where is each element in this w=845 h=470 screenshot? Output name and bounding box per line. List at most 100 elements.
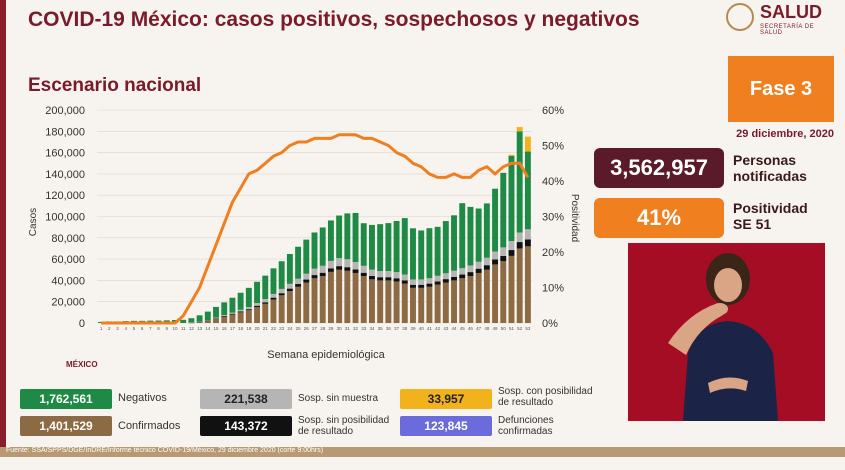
bar-segment (213, 318, 219, 323)
x-tick-label: 47 (476, 326, 482, 331)
bar-segment (410, 279, 416, 285)
bar-segment (524, 239, 531, 247)
bar-segment (401, 283, 408, 323)
bar-segment (475, 261, 482, 269)
bar-segment (500, 172, 507, 248)
bar-segment (492, 259, 499, 265)
bar-segment (385, 277, 392, 281)
x-tick-label: 45 (460, 326, 466, 331)
bar-segment (516, 131, 523, 233)
bar-segment (500, 261, 507, 323)
x-tick-label: 51 (509, 326, 515, 331)
x-tick-label: 23 (279, 326, 285, 331)
legend-negativos-label: Negativos (118, 392, 167, 404)
bar-segment (254, 307, 261, 323)
bar-segment (418, 284, 425, 288)
legend-sin-posibilidad-line1: Sosp. sin posibilidad (298, 415, 390, 426)
bar-segment (459, 274, 466, 279)
x-tick-label: 12 (189, 326, 195, 331)
bar-segment (434, 281, 441, 285)
bar-segment (360, 272, 367, 277)
bar-segment (467, 265, 474, 273)
phase-badge: Fase 3 (728, 56, 834, 122)
bar-segment (483, 269, 490, 323)
bar-segment (508, 154, 515, 156)
x-tick-label: 41 (427, 326, 433, 331)
legend-defunciones-value: 123,845 (400, 416, 492, 436)
x-tick-label: 3 (116, 326, 119, 331)
bar-segment (360, 276, 367, 323)
bar-segment (451, 270, 457, 277)
legend-con-posibilidad-line2: de resultado (498, 397, 554, 408)
bar-segment (393, 281, 400, 323)
bar-segment (295, 286, 302, 323)
bar-segment (442, 282, 449, 323)
bar-segment (336, 215, 343, 259)
y-tick-label: 120,000 (45, 190, 85, 202)
bar-segment (229, 297, 236, 313)
bar-segment (336, 269, 343, 323)
bar-segment (368, 276, 375, 280)
bar-segment (270, 299, 277, 323)
bar-segment (467, 206, 474, 266)
bar-segment (295, 284, 302, 287)
x-tick-label: 53 (525, 326, 531, 331)
bar-segment (278, 295, 285, 323)
bar-segment (221, 316, 228, 323)
legend-defunciones-label: Defunciones confirmadas (498, 415, 554, 437)
y2-tick-label: 40% (542, 176, 564, 188)
x-tick-label: 46 (468, 326, 474, 331)
bar-segment (451, 215, 457, 271)
bar-segment (245, 310, 252, 323)
bar-segment (508, 250, 515, 256)
bar-segment (237, 312, 244, 323)
bar-segment (459, 203, 466, 269)
y-tick-label: 100,000 (45, 212, 85, 224)
bar-segment (377, 277, 384, 281)
bar-segment (336, 266, 343, 270)
bar-segment (327, 271, 334, 323)
y-tick-label: 0 (79, 318, 85, 330)
bar-segment (303, 282, 310, 323)
bar-segment (278, 288, 285, 294)
bar-segment (524, 246, 531, 323)
bar-segment (196, 322, 203, 323)
x-tick-label: 52 (517, 326, 523, 331)
bar-segment (426, 228, 433, 279)
bar-segment (336, 258, 343, 267)
notified-label-line1: Personas (733, 152, 797, 168)
y-tick-label: 80,000 (51, 233, 85, 245)
bar-segment (237, 309, 244, 312)
bar-segment (393, 220, 400, 273)
bar-segment (401, 274, 408, 281)
x-tick-label: 33 (361, 326, 367, 331)
bar-segment (319, 276, 326, 323)
report-date: 29 diciembre, 2020 (736, 128, 834, 140)
bar-segment (344, 267, 351, 271)
bar-segment (213, 306, 219, 318)
y2-tick-label: 30% (542, 212, 564, 224)
bar-segment (368, 279, 375, 323)
bar-segment (524, 229, 531, 240)
bar-segment (426, 278, 433, 284)
bar-segment (434, 284, 441, 323)
x-tick-label: 4 (124, 326, 127, 331)
bar-segment (188, 318, 195, 323)
bar-segment (360, 223, 367, 266)
bar-segment (352, 272, 359, 323)
x-tick-label: 44 (452, 326, 458, 331)
page-subtitle: Escenario nacional (28, 75, 202, 96)
bar-segment (508, 155, 515, 241)
bar-segment (262, 275, 269, 300)
bar-segment (196, 321, 203, 323)
x-tick-label: 19 (246, 326, 252, 331)
mexico-label: MÉXICO (66, 360, 98, 369)
y2-tick-label: 0% (542, 318, 558, 330)
x-tick-label: 1 (100, 326, 103, 331)
bar-segment (385, 280, 392, 323)
bar-segment (254, 305, 261, 308)
bar-segment (270, 268, 277, 294)
y2-tick-label: 10% (542, 283, 564, 295)
bar-segment (377, 224, 384, 272)
legend-con-posibilidad-value: 33,957 (400, 389, 492, 409)
